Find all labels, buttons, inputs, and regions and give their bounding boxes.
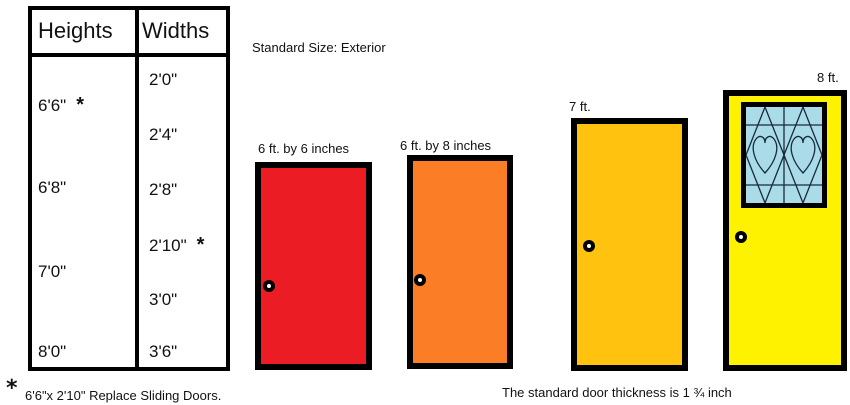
doorknob-icon xyxy=(735,231,747,243)
window-icon xyxy=(741,102,827,208)
lattice-pattern-icon xyxy=(746,107,822,203)
sizes-table: Heights Widths 6'6" * 6'8" 7'0" 8'0" 2'0"… xyxy=(28,6,230,371)
doorknob-icon xyxy=(414,274,426,286)
height-cell: 6'6" * xyxy=(38,94,84,116)
width-cell: 3'6" xyxy=(149,342,178,361)
footnote-text: 6'6"x 2'10" Replace Sliding Doors. xyxy=(25,388,222,403)
doorknob-icon xyxy=(263,280,275,292)
door-with-window-icon xyxy=(723,90,847,371)
door-label: 8 ft. xyxy=(817,70,839,85)
door-label: 6 ft. by 6 inches xyxy=(258,141,350,156)
width-cell: 2'4" xyxy=(149,125,178,144)
door-icon xyxy=(255,162,372,370)
door-label: 7 ft. xyxy=(569,99,591,114)
width-cell: 3'0" xyxy=(149,290,178,309)
width-cell: 2'0" xyxy=(149,70,178,89)
asterisk-icon: * xyxy=(76,94,84,116)
doorknob-icon xyxy=(583,240,595,252)
width-cell: 2'10" * xyxy=(149,234,205,256)
door-icon xyxy=(571,118,688,371)
heights-header: Heights xyxy=(38,18,113,43)
height-cell: 7'0" xyxy=(38,262,67,281)
height-cell: 8'0" xyxy=(38,342,67,361)
table-divider xyxy=(135,6,139,371)
width-cell: 2'8" xyxy=(149,180,178,199)
door-icon xyxy=(407,155,513,369)
diagram-title: Standard Size: Exterior xyxy=(252,40,386,55)
asterisk-icon: * xyxy=(196,234,205,256)
door-label: 6 ft. by 8 inches xyxy=(400,138,492,153)
table-divider xyxy=(28,53,230,57)
thickness-note: The standard door thickness is 1 ¾ inch xyxy=(502,385,732,400)
height-cell: 6'8" xyxy=(38,178,67,197)
widths-header: Widths xyxy=(142,18,210,43)
asterisk-icon: * xyxy=(6,376,18,401)
